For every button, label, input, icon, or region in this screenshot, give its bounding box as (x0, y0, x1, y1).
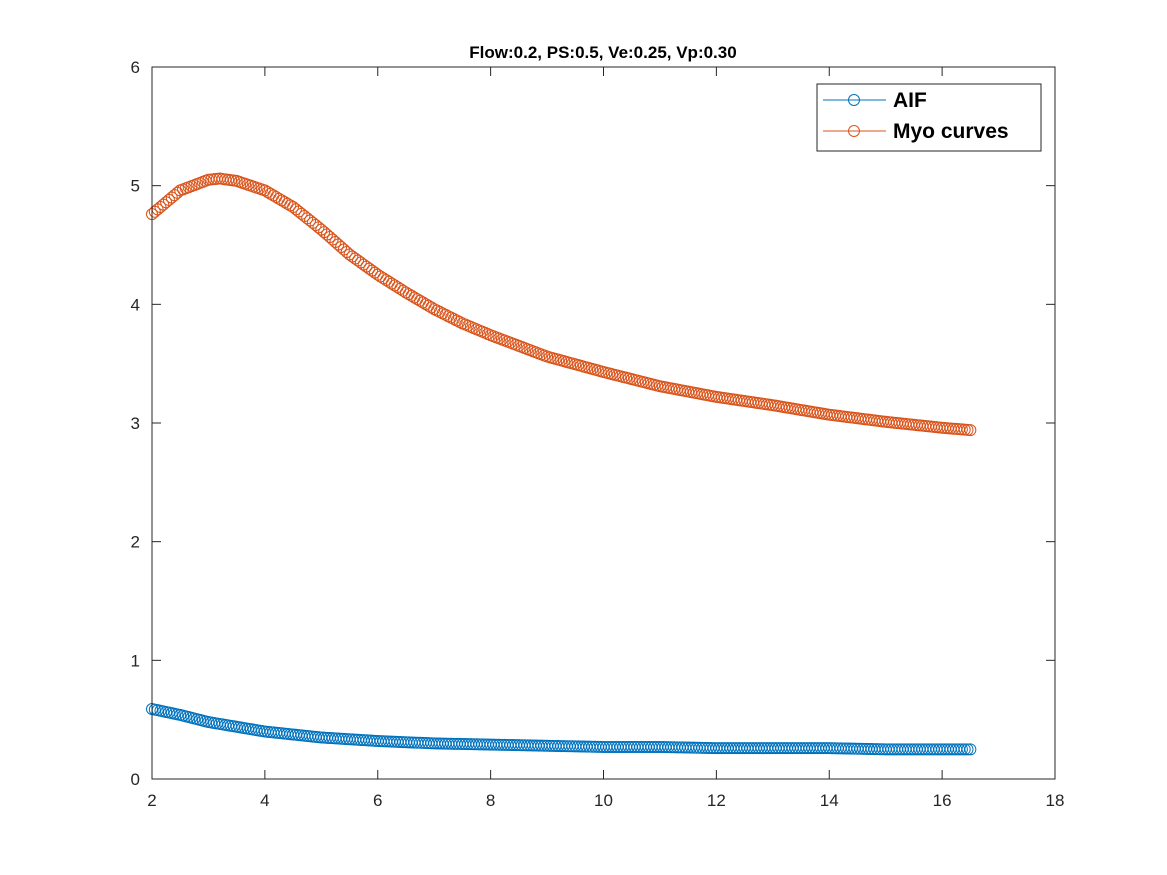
legend-box (816, 83, 1042, 152)
legend-marker-myo (848, 125, 860, 137)
x-tick-label: 12 (707, 791, 726, 810)
legend: AIF Myo curves (816, 83, 1042, 152)
y-tick-label: 5 (131, 177, 140, 196)
x-tick-label: 8 (486, 791, 495, 810)
myo-curves-point (453, 315, 466, 328)
y-tick-label: 4 (131, 295, 140, 314)
y-tick-label: 1 (131, 651, 140, 670)
y-tick-label: 2 (131, 533, 140, 552)
x-tick-label: 16 (933, 791, 952, 810)
aif-point (964, 743, 977, 756)
legend-marker-aif (848, 94, 860, 106)
series-myo-curves (146, 172, 977, 437)
aif-point (961, 743, 974, 756)
legend-label-aif: AIF (893, 89, 927, 112)
aif-point (955, 743, 968, 756)
legend-label-myo: Myo curves (893, 120, 1009, 143)
x-tick-label: 2 (147, 791, 156, 810)
x-tick-label: 14 (820, 791, 839, 810)
series-aif (146, 702, 977, 756)
x-tick-label: 4 (260, 791, 269, 810)
x-tick-label: 10 (594, 791, 613, 810)
plot-area (146, 172, 977, 756)
myo-curves-point (281, 197, 294, 210)
aif-point (958, 743, 971, 756)
y-tick-label: 3 (131, 414, 140, 433)
myo-curves-point (964, 424, 977, 437)
y-tick-label: 6 (131, 58, 140, 77)
x-tick-label: 6 (373, 791, 382, 810)
chart-title: Flow:0.2, PS:0.5, Ve:0.25, Vp:0.30 (469, 43, 736, 62)
y-tick-label: 0 (131, 770, 140, 789)
x-tick-label: 18 (1046, 791, 1065, 810)
